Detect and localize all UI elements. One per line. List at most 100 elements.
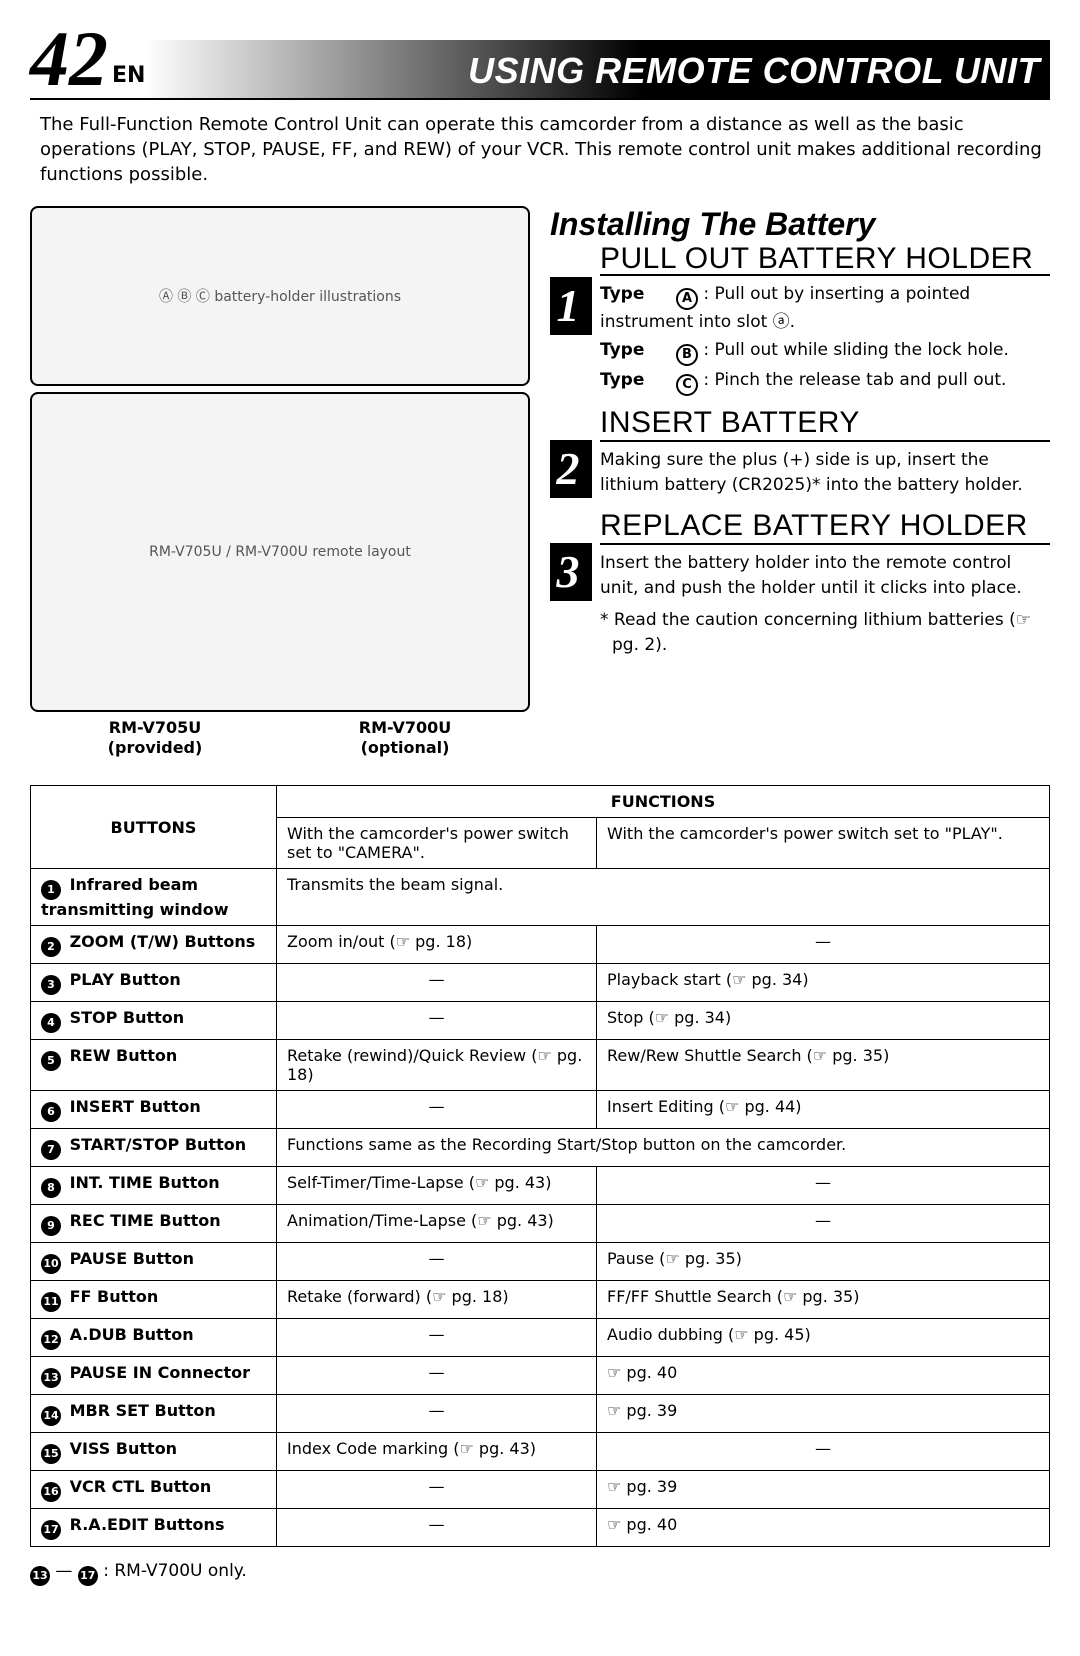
table-row: 10 PAUSE Button—Pause (☞ pg. 35): [31, 1243, 1050, 1281]
table-row: 2 ZOOM (T/W) ButtonsZoom in/out (☞ pg. 1…: [31, 926, 1050, 964]
camera-cell: —: [277, 1395, 597, 1433]
play-cell: Insert Editing (☞ pg. 44): [597, 1091, 1050, 1129]
step-1-number: 1: [550, 277, 592, 335]
step-3-number: 3: [550, 543, 592, 601]
table-row: 8 INT. TIME ButtonSelf-Timer/Time-Lapse …: [31, 1167, 1050, 1205]
step-3: REPLACE BATTERY HOLDER 3 Insert the batt…: [550, 509, 1050, 659]
table-row: 7 START/STOP ButtonFunctions same as the…: [31, 1129, 1050, 1167]
content-columns: Ⓐ Ⓑ Ⓒ battery-holder illustrations RM-V7…: [30, 206, 1050, 760]
button-cell: 13 PAUSE IN Connector: [31, 1357, 277, 1395]
button-cell: 5 REW Button: [31, 1040, 277, 1091]
function-cell: Functions same as the Recording Start/St…: [277, 1129, 1050, 1167]
button-cell: 17 R.A.EDIT Buttons: [31, 1509, 277, 1547]
remote2-model: RM-V700U: [359, 718, 452, 737]
col-functions: FUNCTIONS: [277, 786, 1050, 818]
button-cell: 10 PAUSE Button: [31, 1243, 277, 1281]
table-body: 1 Infrared beam transmitting windowTrans…: [31, 869, 1050, 1547]
functions-table: BUTTONS FUNCTIONS With the camcorder's p…: [30, 785, 1050, 1547]
step-1-body: TypeA : Pull out by inserting a pointed …: [600, 282, 1050, 396]
footnote-from: 13: [30, 1566, 50, 1586]
page-title: USING REMOTE CONTROL UNIT: [145, 40, 1050, 98]
camera-cell: Retake (forward) (☞ pg. 18): [277, 1281, 597, 1319]
camera-cell: Index Code marking (☞ pg. 43): [277, 1433, 597, 1471]
table-row: 6 INSERT Button—Insert Editing (☞ pg. 44…: [31, 1091, 1050, 1129]
play-cell: ☞ pg. 39: [597, 1395, 1050, 1433]
table-row: 15 VISS ButtonIndex Code marking (☞ pg. …: [31, 1433, 1050, 1471]
camera-cell: Retake (rewind)/Quick Review (☞ pg. 18): [277, 1040, 597, 1091]
step-2-number: 2: [550, 440, 592, 498]
camera-cell: —: [277, 1509, 597, 1547]
footnote-to: 17: [78, 1566, 98, 1586]
camera-cell: Animation/Time-Lapse (☞ pg. 43): [277, 1205, 597, 1243]
camera-cell: Zoom in/out (☞ pg. 18): [277, 926, 597, 964]
play-cell: Audio dubbing (☞ pg. 45): [597, 1319, 1050, 1357]
battery-diagram: Ⓐ Ⓑ Ⓒ battery-holder illustrations: [30, 206, 530, 386]
remote-diagram: RM-V705U / RM-V700U remote layout: [30, 392, 530, 712]
play-cell: Playback start (☞ pg. 34): [597, 964, 1050, 1002]
table-row: 14 MBR SET Button—☞ pg. 39: [31, 1395, 1050, 1433]
camera-cell: —: [277, 1002, 597, 1040]
camera-cell: —: [277, 1471, 597, 1509]
play-cell: Pause (☞ pg. 35): [597, 1243, 1050, 1281]
button-cell: 9 REC TIME Button: [31, 1205, 277, 1243]
play-cell: FF/FF Shuttle Search (☞ pg. 35): [597, 1281, 1050, 1319]
remote2-note: (optional): [361, 738, 450, 757]
function-cell: Transmits the beam signal.: [277, 869, 1050, 926]
page-header: 42 EN USING REMOTE CONTROL UNIT: [30, 20, 1050, 100]
col-camera: With the camcorder's power switch set to…: [277, 818, 597, 869]
play-cell: —: [597, 1433, 1050, 1471]
page-number: 42: [30, 20, 108, 98]
table-row: 9 REC TIME ButtonAnimation/Time-Lapse (☞…: [31, 1205, 1050, 1243]
col-play: With the camcorder's power switch set to…: [597, 818, 1050, 869]
footnote-text: : RM-V700U only.: [103, 1561, 247, 1581]
table-row: 3 PLAY Button—Playback start (☞ pg. 34): [31, 964, 1050, 1002]
button-cell: 6 INSERT Button: [31, 1091, 277, 1129]
play-cell: —: [597, 926, 1050, 964]
table-row: 5 REW ButtonRetake (rewind)/Quick Review…: [31, 1040, 1050, 1091]
footnote: 13 — 17 : RM-V700U only.: [30, 1561, 1050, 1586]
right-column: Installing The Battery PULL OUT BATTERY …: [544, 206, 1050, 760]
step-3-title: REPLACE BATTERY HOLDER: [600, 509, 1050, 545]
remote2-caption: RM-V700U (optional): [280, 718, 530, 760]
button-cell: 11 FF Button: [31, 1281, 277, 1319]
camera-cell: Self-Timer/Time-Lapse (☞ pg. 43): [277, 1167, 597, 1205]
col-buttons: BUTTONS: [31, 786, 277, 869]
button-cell: 16 VCR CTL Button: [31, 1471, 277, 1509]
lang-code: EN: [108, 63, 145, 98]
camera-cell: —: [277, 964, 597, 1002]
remote-captions: RM-V705U (provided) RM-V700U (optional): [30, 718, 530, 760]
button-cell: 2 ZOOM (T/W) Buttons: [31, 926, 277, 964]
play-cell: —: [597, 1167, 1050, 1205]
play-cell: Stop (☞ pg. 34): [597, 1002, 1050, 1040]
intro-text: The Full-Function Remote Control Unit ca…: [40, 112, 1050, 188]
table-row: 11 FF ButtonRetake (forward) (☞ pg. 18)F…: [31, 1281, 1050, 1319]
play-cell: Rew/Rew Shuttle Search (☞ pg. 35): [597, 1040, 1050, 1091]
play-cell: ☞ pg. 39: [597, 1471, 1050, 1509]
table-row: 13 PAUSE IN Connector—☞ pg. 40: [31, 1357, 1050, 1395]
play-cell: —: [597, 1205, 1050, 1243]
table-row: 16 VCR CTL Button—☞ pg. 39: [31, 1471, 1050, 1509]
button-cell: 8 INT. TIME Button: [31, 1167, 277, 1205]
step-3-note: * Read the caution concerning lithium ba…: [600, 608, 1050, 659]
camera-cell: —: [277, 1243, 597, 1281]
button-cell: 3 PLAY Button: [31, 964, 277, 1002]
table-row: 1 Infrared beam transmitting windowTrans…: [31, 869, 1050, 926]
button-cell: 14 MBR SET Button: [31, 1395, 277, 1433]
step-2-title: INSERT BATTERY: [600, 406, 1050, 442]
button-cell: 15 VISS Button: [31, 1433, 277, 1471]
step-1: PULL OUT BATTERY HOLDER 1 TypeA : Pull o…: [550, 243, 1050, 396]
camera-cell: —: [277, 1091, 597, 1129]
remote1-model: RM-V705U: [109, 718, 202, 737]
left-column: Ⓐ Ⓑ Ⓒ battery-holder illustrations RM-V7…: [30, 206, 530, 760]
step-1-title: PULL OUT BATTERY HOLDER: [600, 243, 1050, 277]
step-2: INSERT BATTERY 2 Making sure the plus (+…: [550, 406, 1050, 499]
table-row: 4 STOP Button—Stop (☞ pg. 34): [31, 1002, 1050, 1040]
camera-cell: —: [277, 1319, 597, 1357]
step-2-body: Making sure the plus (+) side is up, ins…: [600, 448, 1050, 499]
table-row: 12 A.DUB Button—Audio dubbing (☞ pg. 45): [31, 1319, 1050, 1357]
table-row: 17 R.A.EDIT Buttons—☞ pg. 40: [31, 1509, 1050, 1547]
remote1-caption: RM-V705U (provided): [30, 718, 280, 760]
table-header-row-1: BUTTONS FUNCTIONS: [31, 786, 1050, 818]
install-heading: Installing The Battery: [550, 206, 1050, 243]
play-cell: ☞ pg. 40: [597, 1509, 1050, 1547]
